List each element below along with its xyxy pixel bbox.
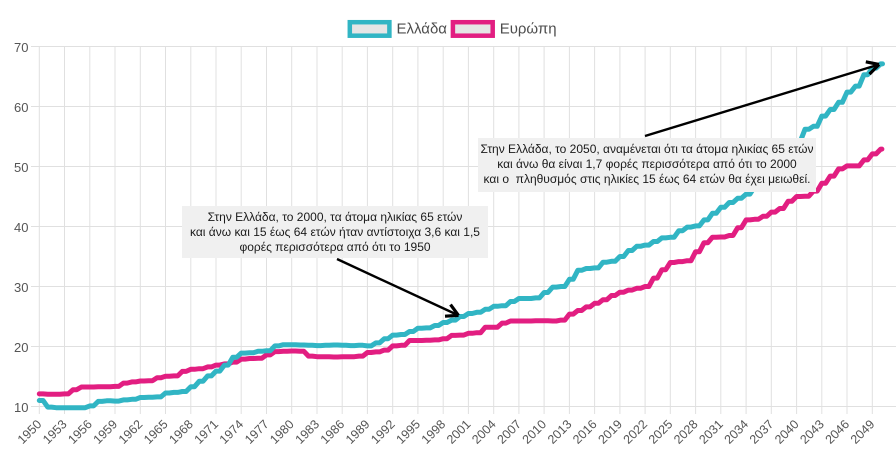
svg-text:20: 20 xyxy=(14,340,28,355)
svg-text:Στην Ελλάδα, το 2000, τα άτομα: Στην Ελλάδα, το 2000, τα άτομα ηλικίας 6… xyxy=(208,210,463,224)
svg-text:Στην Ελλάδα, το 2050, αναμένετ: Στην Ελλάδα, το 2050, αναμένεται ότι τα … xyxy=(480,142,813,156)
svg-text:Ευρώπη: Ευρώπη xyxy=(500,20,557,37)
svg-text:και ο πληθυσμός στις ηλικίες: και ο πληθυσμός στις ηλικίες 15 έως 64 ε… xyxy=(484,172,811,186)
svg-text:50: 50 xyxy=(14,160,28,175)
svg-text:και άνω και 15 έως 64 ετών ήτα: και άνω και 15 έως 64 ετών ήταν αντίστοι… xyxy=(190,225,480,239)
svg-text:70: 70 xyxy=(14,40,28,55)
svg-text:φορές περισσότερα από ότι το 1: φορές περισσότερα από ότι το 1950 xyxy=(239,240,430,254)
svg-text:Ελλάδα: Ελλάδα xyxy=(397,20,448,37)
svg-text:60: 60 xyxy=(14,100,28,115)
svg-text:40: 40 xyxy=(14,220,28,235)
svg-text:10: 10 xyxy=(14,400,28,415)
svg-text:και άνω θα είναι 1,7 φορές περ: και άνω θα είναι 1,7 φορές περισσότερα α… xyxy=(497,157,797,171)
svg-text:30: 30 xyxy=(14,280,28,295)
